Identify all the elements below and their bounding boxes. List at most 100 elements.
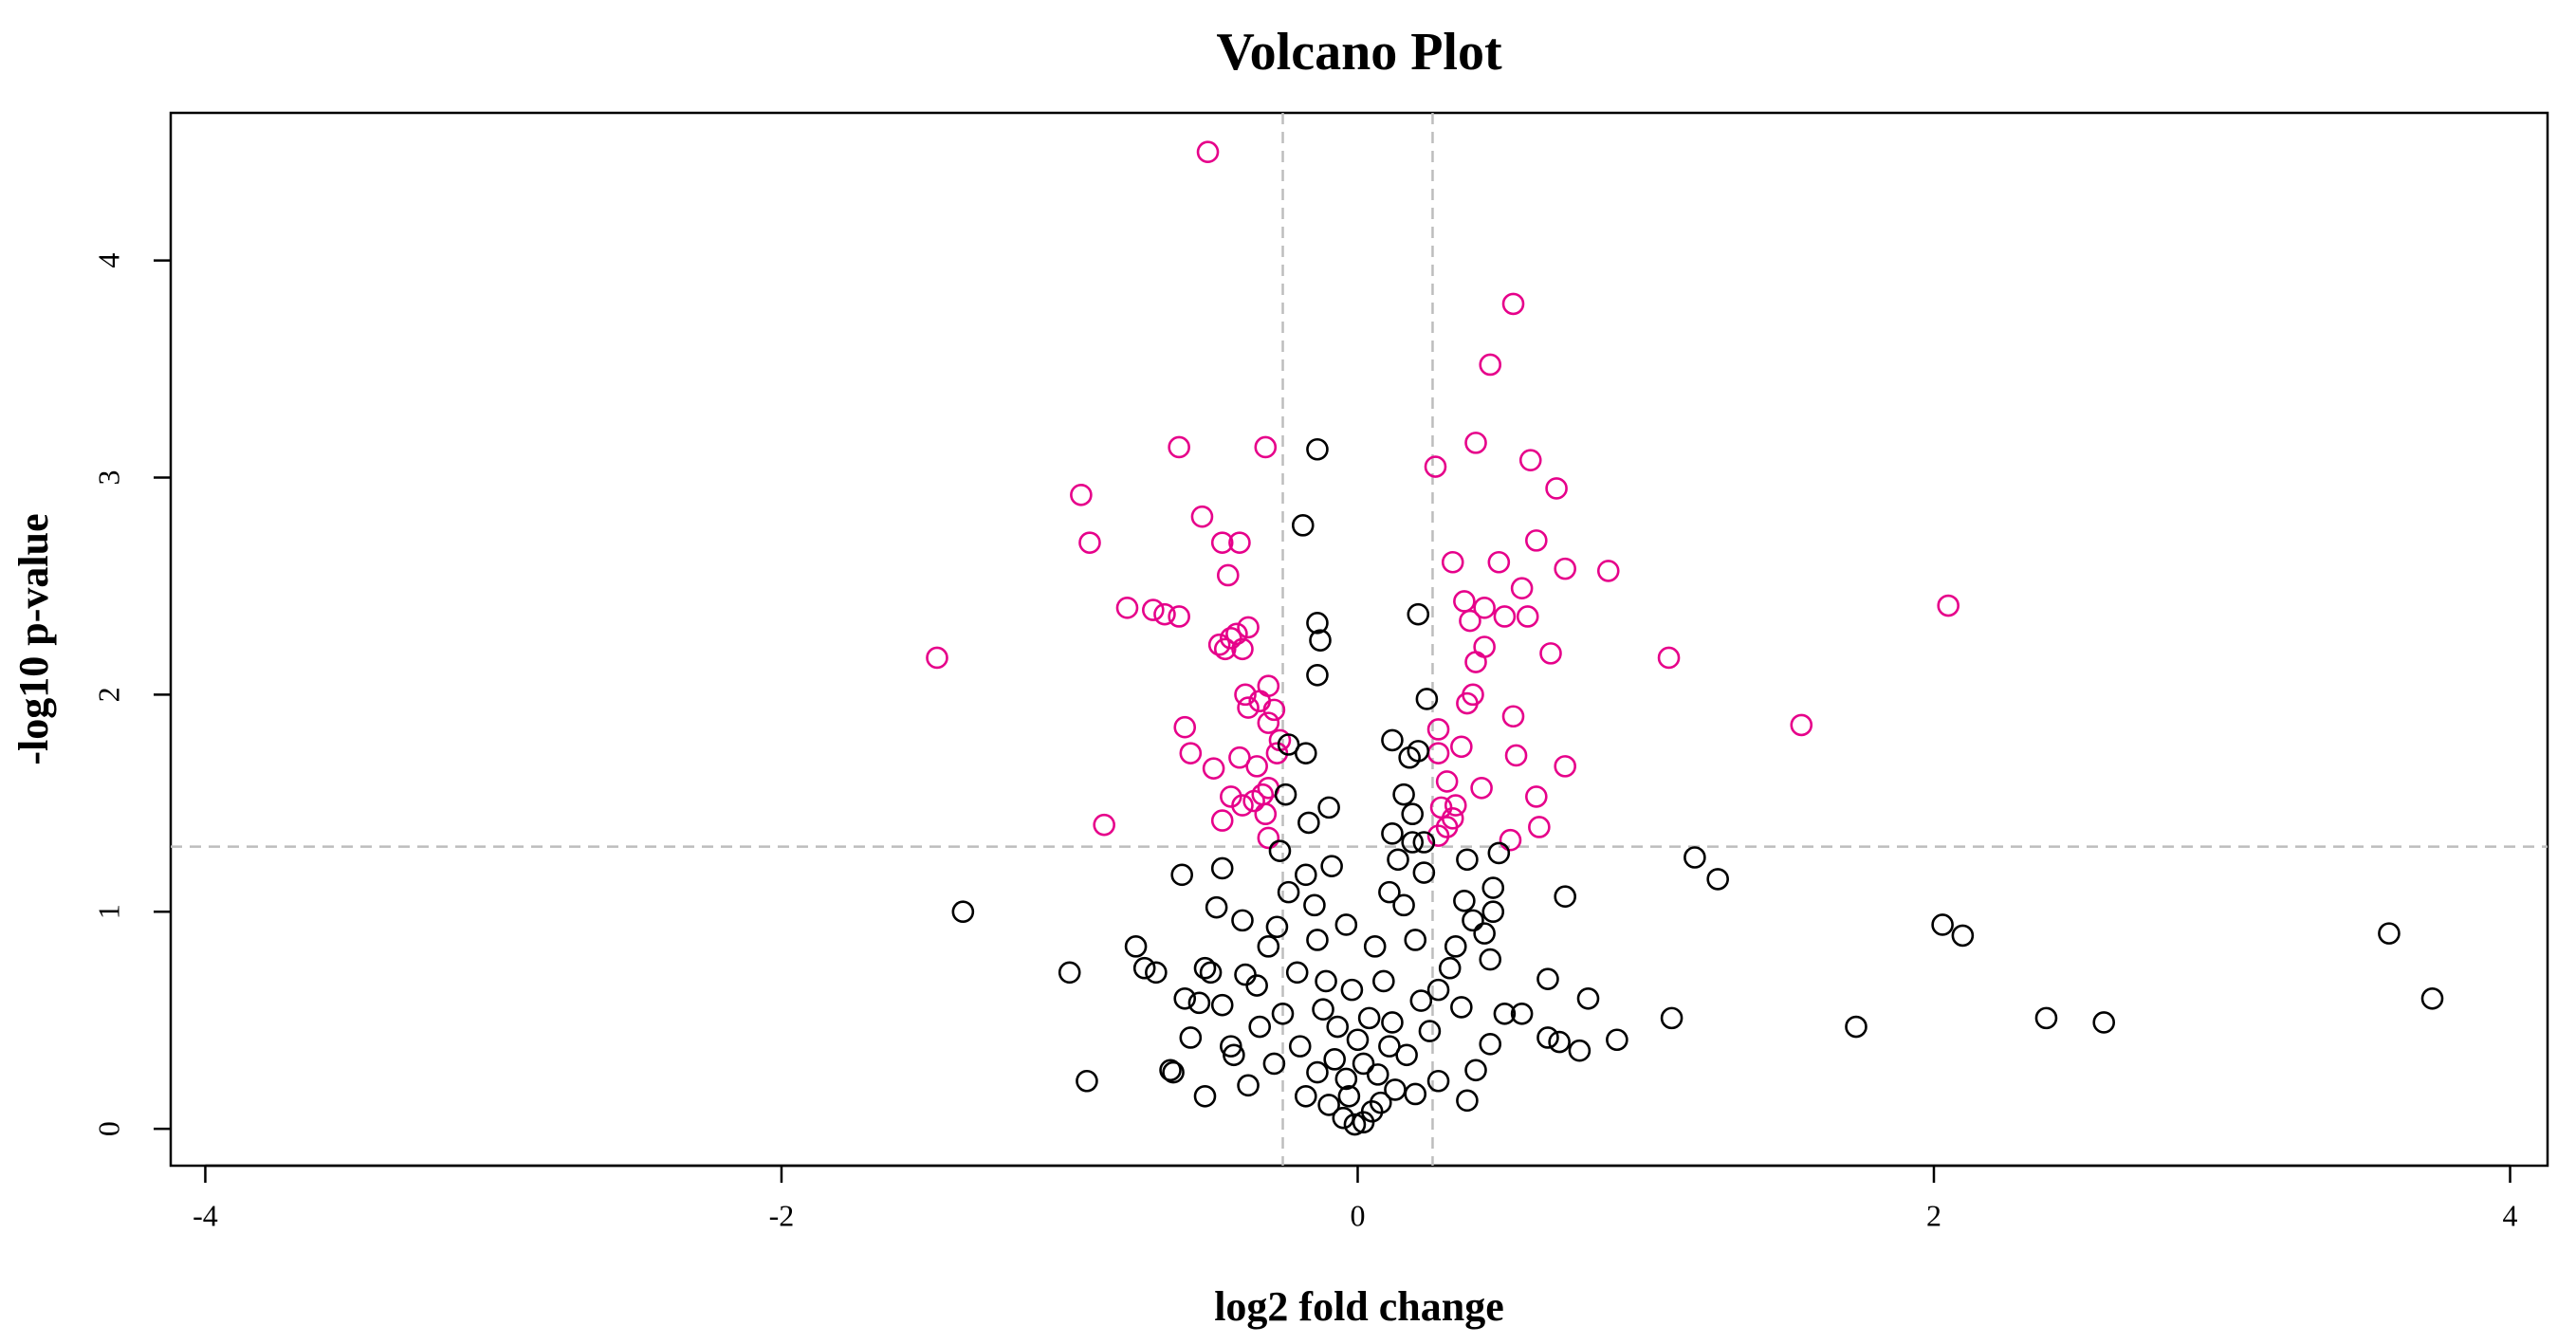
point bbox=[1378, 1035, 1401, 1058]
point bbox=[1401, 802, 1424, 826]
point bbox=[1179, 1026, 1203, 1049]
point bbox=[1426, 978, 1450, 1002]
point bbox=[1173, 715, 1197, 739]
point bbox=[1657, 646, 1681, 670]
point bbox=[1424, 455, 1447, 478]
point bbox=[1381, 1011, 1404, 1034]
point bbox=[1248, 1015, 1272, 1039]
point bbox=[1205, 895, 1228, 919]
point bbox=[1228, 531, 1251, 554]
point bbox=[1576, 986, 1600, 1010]
point bbox=[1392, 782, 1415, 806]
point bbox=[1366, 1063, 1389, 1086]
point bbox=[1168, 605, 1190, 628]
point bbox=[1179, 742, 1203, 764]
point bbox=[1162, 1060, 1185, 1084]
point bbox=[1456, 848, 1479, 872]
point bbox=[1346, 1028, 1370, 1052]
point bbox=[1170, 863, 1193, 887]
point bbox=[1271, 1002, 1295, 1025]
point bbox=[1706, 868, 1729, 891]
point bbox=[1568, 1039, 1592, 1062]
point bbox=[1297, 811, 1320, 835]
y-tick-label: 0 bbox=[91, 1121, 125, 1136]
point bbox=[1545, 477, 1568, 500]
x-axis-title: log2 fold change bbox=[1214, 1283, 1504, 1330]
y-tick-label: 3 bbox=[91, 469, 125, 485]
point bbox=[1323, 1048, 1346, 1071]
point bbox=[1332, 1106, 1355, 1130]
point bbox=[1245, 974, 1268, 997]
point bbox=[1456, 1089, 1479, 1113]
point bbox=[1481, 876, 1505, 899]
point bbox=[1058, 961, 1081, 985]
point bbox=[1481, 900, 1505, 924]
point bbox=[1395, 1043, 1418, 1067]
point bbox=[1381, 728, 1404, 752]
point bbox=[1231, 794, 1254, 817]
point bbox=[1426, 718, 1450, 741]
point bbox=[1404, 929, 1427, 951]
point bbox=[1132, 956, 1156, 980]
point bbox=[1234, 683, 1257, 707]
point bbox=[1357, 1006, 1381, 1030]
point bbox=[1684, 846, 1706, 869]
point bbox=[1473, 922, 1496, 945]
point bbox=[1306, 929, 1329, 951]
point bbox=[1202, 757, 1225, 780]
point bbox=[1277, 733, 1300, 756]
point bbox=[1223, 1043, 1245, 1067]
x-tick-label: 0 bbox=[1350, 1198, 1365, 1232]
point bbox=[1398, 746, 1421, 769]
point bbox=[1510, 1002, 1534, 1025]
point bbox=[1193, 1084, 1217, 1108]
point bbox=[1153, 602, 1176, 626]
point bbox=[1459, 609, 1481, 633]
point bbox=[1334, 913, 1358, 936]
point bbox=[1409, 989, 1433, 1012]
point bbox=[1387, 848, 1409, 872]
point bbox=[926, 646, 948, 670]
point bbox=[1288, 1035, 1312, 1058]
point bbox=[1426, 1069, 1450, 1093]
point bbox=[1207, 633, 1231, 656]
point bbox=[2420, 986, 2444, 1010]
point bbox=[1401, 831, 1424, 854]
point bbox=[1210, 856, 1234, 880]
y-tick-label: 2 bbox=[91, 687, 125, 702]
point bbox=[1536, 967, 1559, 990]
point bbox=[1441, 550, 1464, 574]
point bbox=[1404, 1082, 1427, 1106]
point bbox=[1334, 1067, 1358, 1091]
point bbox=[1453, 889, 1476, 912]
point bbox=[1525, 785, 1548, 808]
point bbox=[1479, 353, 1502, 377]
chart-title: Volcano Plot bbox=[1216, 23, 1502, 82]
point bbox=[1660, 1006, 1684, 1030]
point bbox=[1234, 963, 1257, 986]
point bbox=[1168, 435, 1190, 459]
point bbox=[1363, 935, 1387, 958]
x-tick-label: -2 bbox=[769, 1198, 795, 1232]
point bbox=[1510, 577, 1534, 600]
point bbox=[1518, 449, 1542, 471]
point bbox=[1516, 605, 1539, 628]
point bbox=[1473, 635, 1496, 658]
point bbox=[1277, 880, 1300, 904]
point bbox=[1407, 602, 1430, 626]
plot-frame bbox=[169, 111, 2549, 1168]
x-tick-label: 2 bbox=[1926, 1198, 1941, 1232]
point bbox=[1237, 1074, 1260, 1097]
point bbox=[1159, 1059, 1182, 1082]
point bbox=[1501, 705, 1525, 728]
point bbox=[1352, 1052, 1375, 1076]
point bbox=[1257, 711, 1280, 734]
point bbox=[1479, 1033, 1502, 1056]
point bbox=[1453, 590, 1476, 613]
point bbox=[1265, 915, 1289, 939]
point bbox=[1525, 529, 1548, 552]
point bbox=[1274, 782, 1297, 806]
point bbox=[1340, 978, 1364, 1002]
point bbox=[1528, 816, 1551, 838]
